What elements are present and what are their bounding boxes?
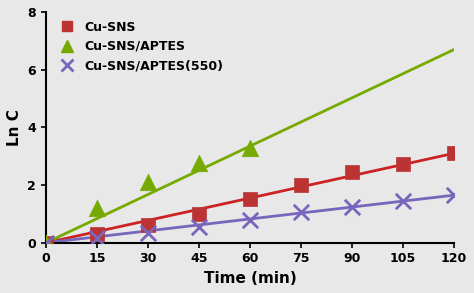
Point bbox=[246, 145, 254, 150]
Point bbox=[42, 241, 50, 245]
Point bbox=[42, 241, 50, 245]
Point bbox=[195, 161, 203, 166]
X-axis label: Time (min): Time (min) bbox=[203, 271, 296, 286]
Point bbox=[93, 205, 101, 210]
Y-axis label: Ln C: Ln C bbox=[7, 109, 22, 146]
Point bbox=[93, 236, 101, 241]
Point bbox=[348, 204, 356, 209]
Point bbox=[144, 180, 152, 185]
Point bbox=[297, 210, 305, 215]
Point bbox=[246, 217, 254, 222]
Point bbox=[450, 193, 458, 197]
Point bbox=[195, 212, 203, 216]
Point bbox=[450, 151, 458, 156]
Point bbox=[246, 197, 254, 202]
Point bbox=[297, 183, 305, 188]
Point bbox=[348, 170, 356, 174]
Legend: Cu-SNS, Cu-SNS/APTES, Cu-SNS/APTES(550): Cu-SNS, Cu-SNS/APTES, Cu-SNS/APTES(550) bbox=[52, 18, 226, 75]
Point bbox=[399, 162, 407, 167]
Point bbox=[42, 241, 50, 245]
Point bbox=[195, 224, 203, 229]
Point bbox=[144, 230, 152, 235]
Point bbox=[93, 232, 101, 236]
Point bbox=[144, 223, 152, 227]
Point bbox=[399, 199, 407, 203]
